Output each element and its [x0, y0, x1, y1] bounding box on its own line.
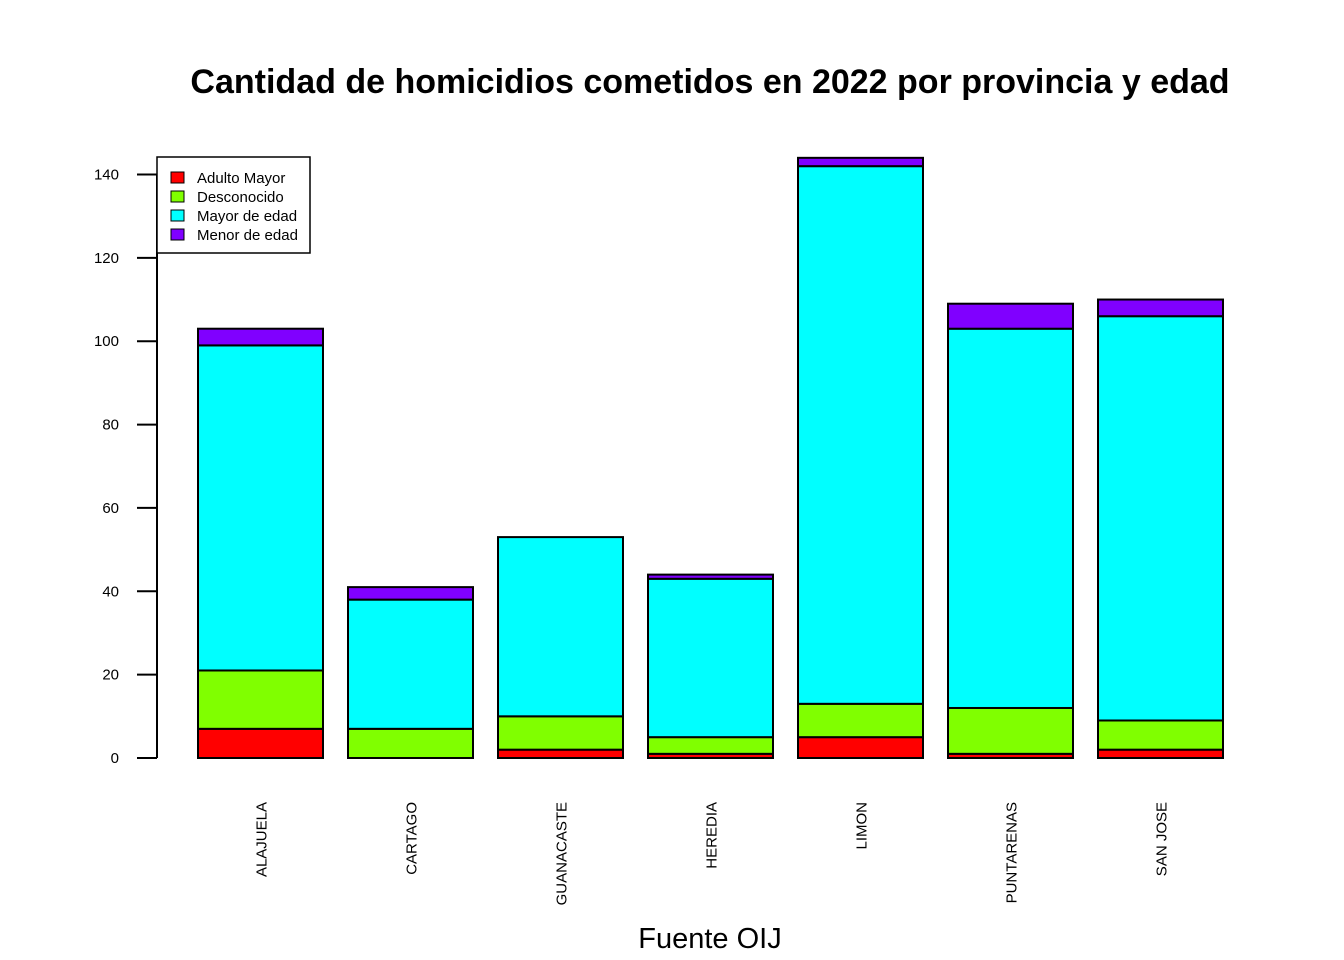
- bar-segment-san-jose-mayor-de-edad: [1097, 315, 1224, 722]
- x-tick-label: CARTAGO: [404, 802, 421, 875]
- bar-segment-puntarenas-menor-de-edad: [947, 302, 1074, 330]
- bar-segment-cartago-mayor-de-edad: [347, 598, 474, 730]
- bar-segment-limon-desconocido: [797, 702, 924, 739]
- x-tick-label: HEREDIA: [704, 802, 721, 869]
- y-tick-label: 140: [94, 167, 119, 184]
- x-tick-label: PUNTARENAS: [1004, 802, 1021, 903]
- y-tick-label: 40: [102, 583, 119, 600]
- y-tick-label: 100: [94, 333, 119, 350]
- x-axis: ALAJUELA CARTAGO GUANACASTE HEREDIA LIMON PUN…: [254, 802, 1171, 905]
- bar-segment-alajuela-desconocido: [197, 669, 324, 730]
- bar-segment-limon-adulto-mayor: [797, 736, 924, 759]
- y-tick-label: 60: [102, 500, 119, 517]
- y-tick-label: 80: [102, 417, 119, 434]
- bar-segment-cartago-menor-de-edad: [347, 586, 474, 601]
- y-tick-label: 20: [102, 667, 119, 684]
- x-tick-label: GUANACASTE: [554, 802, 571, 905]
- bar-segment-guanacaste-desconocido: [497, 715, 624, 751]
- bar-segment-limon-menor-de-edad: [797, 156, 924, 168]
- x-tick-label: SAN JOSE: [1154, 802, 1171, 876]
- bar-segment-heredia-menor-de-edad: [647, 573, 774, 580]
- bar-segment-puntarenas-desconocido: [947, 706, 1074, 755]
- bar-segment-san-jose-adulto-mayor: [1097, 748, 1224, 760]
- legend-swatch-adulto-mayor: [170, 171, 185, 184]
- legend-label: Adulto Mayor: [197, 170, 285, 187]
- bar-segment-puntarenas-mayor-de-edad: [947, 327, 1074, 709]
- bar-segment-san-jose-menor-de-edad: [1097, 298, 1224, 318]
- bar-segment-alajuela-menor-de-edad: [197, 327, 324, 347]
- x-tick-label: ALAJUELA: [254, 802, 271, 877]
- bar-segment-alajuela-mayor-de-edad: [197, 344, 324, 672]
- bar-segment-heredia-mayor-de-edad: [647, 577, 774, 739]
- bar-segment-cartago-desconocido: [347, 727, 474, 760]
- legend-label: Mayor de edad: [197, 208, 297, 225]
- bar-segment-san-jose-desconocido: [1097, 719, 1224, 751]
- legend-label: Menor de edad: [197, 227, 298, 244]
- chart-title: Cantidad de homicidios cometidos en 2022…: [190, 63, 1229, 101]
- legend-label: Desconocido: [197, 189, 284, 206]
- bar-segment-heredia-desconocido: [647, 736, 774, 755]
- bar-segment-guanacaste-adulto-mayor: [497, 748, 624, 760]
- legend-swatch-mayor-de-edad: [170, 209, 185, 222]
- x-tick-label: LIMON: [854, 802, 871, 850]
- y-tick-label: 120: [94, 250, 119, 267]
- bar-segment-alajuela-adulto-mayor: [197, 727, 324, 760]
- legend-swatch-desconocido: [170, 190, 185, 203]
- bar-segment-guanacaste-mayor-de-edad: [497, 536, 624, 718]
- legend: Adulto Mayor Desconocido Mayor de edad Meno…: [156, 156, 311, 254]
- x-axis-label: Fuente OIJ: [638, 923, 781, 955]
- bar-segment-limon-mayor-de-edad: [797, 165, 924, 705]
- plot-area: [197, 156, 1224, 760]
- y-axis: 0 20 40 60 80 100 120 140: [94, 167, 158, 767]
- y-tick-label: 0: [111, 750, 119, 767]
- legend-swatch-menor-de-edad: [170, 228, 185, 241]
